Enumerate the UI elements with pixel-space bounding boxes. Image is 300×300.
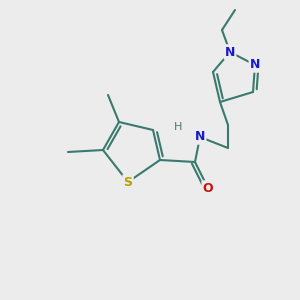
- Text: S: S: [124, 176, 133, 188]
- Text: N: N: [195, 130, 205, 143]
- Text: N: N: [225, 46, 235, 59]
- Text: N: N: [250, 58, 260, 71]
- Text: O: O: [203, 182, 213, 194]
- Text: H: H: [174, 122, 182, 132]
